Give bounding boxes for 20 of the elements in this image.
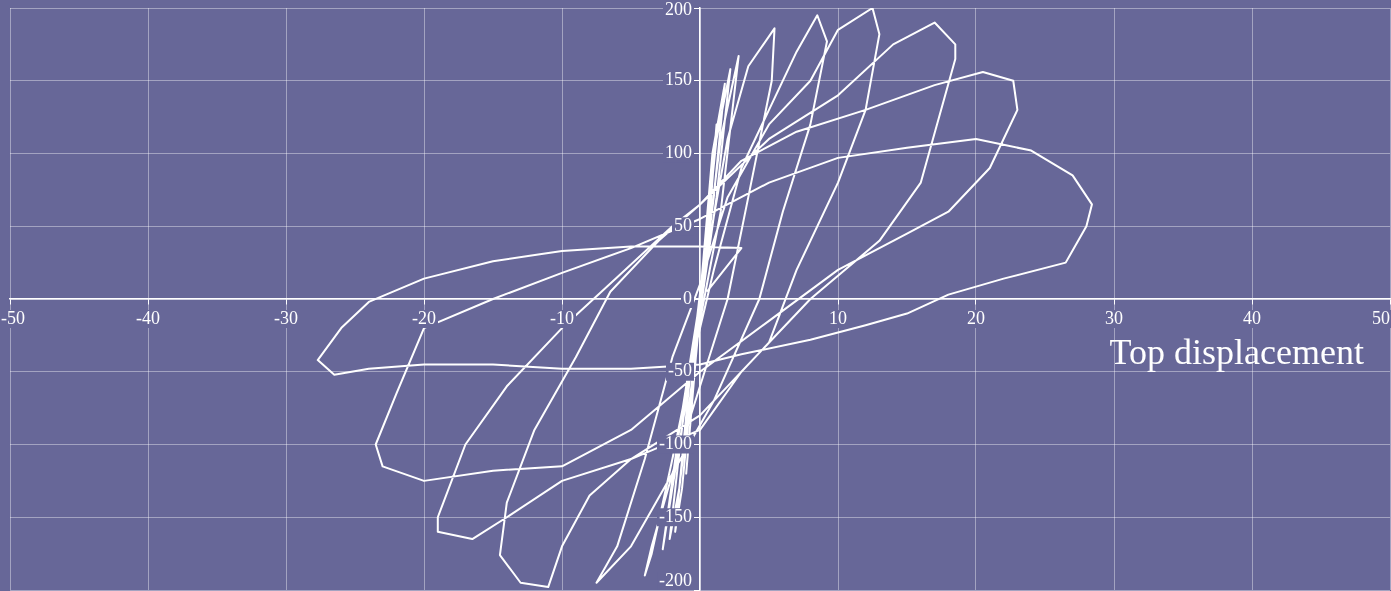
x-tick-label: -10 bbox=[550, 307, 574, 328]
y-tick-label: 50 bbox=[674, 214, 692, 235]
y-tick-label: 200 bbox=[665, 0, 692, 19]
y-tick-label: 100 bbox=[665, 142, 692, 163]
x-axis-title: Top displacement bbox=[1109, 332, 1364, 373]
y-tick-label: -200 bbox=[659, 569, 693, 590]
x-tick-label: -20 bbox=[412, 307, 436, 328]
y-tick-label: -100 bbox=[659, 433, 693, 454]
x-tick-label: -30 bbox=[274, 307, 298, 328]
x-tick-label: 50 bbox=[1372, 307, 1390, 328]
x-tick-label: 10 bbox=[829, 307, 847, 328]
y-tick-label: 0 bbox=[683, 287, 692, 308]
x-tick-label: 20 bbox=[967, 307, 985, 328]
x-tick-label: -50 bbox=[1, 307, 25, 328]
y-tick-label: -150 bbox=[659, 505, 693, 526]
x-tick-label: -40 bbox=[136, 307, 160, 328]
y-tick-label: 150 bbox=[665, 69, 692, 90]
x-tick-label: 30 bbox=[1105, 307, 1123, 328]
x-tick-label: 40 bbox=[1243, 307, 1261, 328]
y-tick-label: -50 bbox=[668, 360, 693, 381]
